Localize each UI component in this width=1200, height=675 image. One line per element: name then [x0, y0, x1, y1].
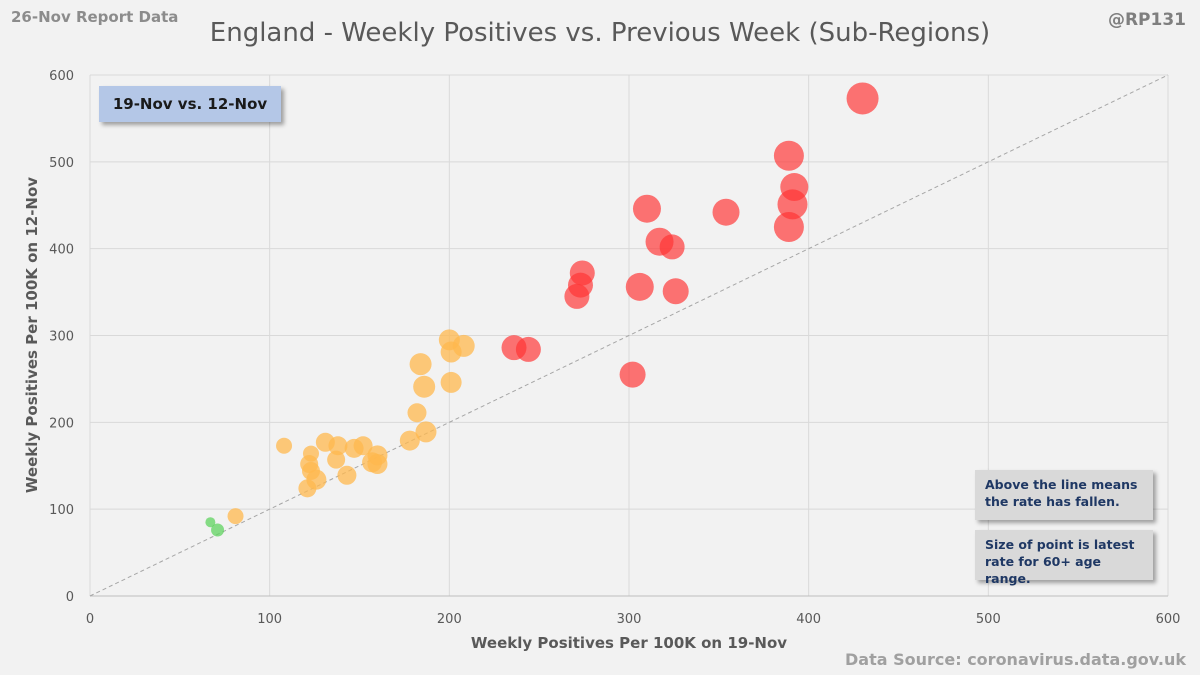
y-axis-label: Weekly Positives Per 100K on 12-Nov	[23, 176, 41, 494]
y-tick-label: 400	[49, 243, 74, 258]
x-tick-label: 300	[617, 612, 642, 627]
data-point	[328, 436, 348, 456]
note-point-size-1: Size of point is latest	[985, 537, 1135, 552]
data-point	[619, 361, 646, 388]
chart-title: England - Weekly Positives vs. Previous …	[209, 18, 991, 48]
data-point	[407, 403, 427, 423]
data-point	[846, 82, 879, 115]
data-point	[353, 436, 373, 456]
data-point	[205, 517, 216, 528]
data-point	[337, 465, 357, 485]
data-point	[367, 454, 388, 475]
y-tick-label: 100	[49, 503, 74, 518]
y-tick-label: 300	[49, 330, 74, 345]
data-point	[773, 140, 804, 171]
data-point	[625, 272, 654, 301]
data-point	[327, 450, 346, 469]
data-source: Data Source: coronavirus.data.gov.uk	[845, 650, 1186, 669]
tick-layer: 0 100 200 300 400 500 600 0 100 200 300 400 500 600	[49, 69, 1180, 627]
author-handle: @RP131	[1107, 10, 1186, 30]
x-tick-label: 100	[257, 612, 282, 627]
y-tick-label: 200	[49, 416, 74, 431]
date-range-box: 19-Nov vs. 12-Nov	[99, 86, 281, 122]
note-point-size: Size of point is latest rate for 60+ age…	[975, 530, 1153, 586]
x-axis-label: Weekly Positives Per 100K on 19-Nov	[470, 634, 788, 652]
reference-line	[89, 74, 1169, 597]
data-point	[276, 437, 293, 454]
data-point	[662, 278, 689, 305]
data-point	[712, 198, 740, 226]
y-tick-label: 0	[66, 590, 74, 605]
data-point	[306, 469, 327, 490]
note-point-size-2: rate for 60+ age range.	[985, 554, 1102, 586]
data-point	[415, 421, 437, 443]
y-tick-label: 600	[49, 69, 74, 84]
data-point	[211, 523, 225, 537]
data-point	[302, 445, 319, 462]
data-point	[452, 334, 475, 357]
point-layer	[205, 82, 879, 537]
grid-layer	[89, 74, 1169, 597]
y-tick-label: 500	[49, 156, 74, 171]
data-point	[409, 353, 432, 376]
x-tick-label: 400	[796, 612, 821, 627]
x-tick-label: 500	[976, 612, 1001, 627]
data-point	[632, 194, 661, 223]
report-label: 26-Nov Report Data	[11, 8, 179, 26]
data-point	[399, 430, 420, 451]
data-point	[773, 211, 804, 242]
note-line-meaning-2: the rate has fallen.	[985, 494, 1120, 509]
data-point	[440, 371, 462, 393]
x-tick-label: 0	[86, 612, 94, 627]
note-line-meaning: Above the line means the rate has fallen…	[975, 470, 1153, 520]
data-point	[777, 189, 808, 220]
data-point	[413, 375, 436, 398]
data-point	[227, 508, 244, 525]
note-line-meaning-1: Above the line means	[985, 477, 1138, 492]
data-point	[659, 234, 685, 260]
data-point	[569, 260, 595, 286]
x-tick-label: 200	[437, 612, 462, 627]
data-point	[515, 336, 541, 362]
x-tick-label: 600	[1156, 612, 1181, 627]
